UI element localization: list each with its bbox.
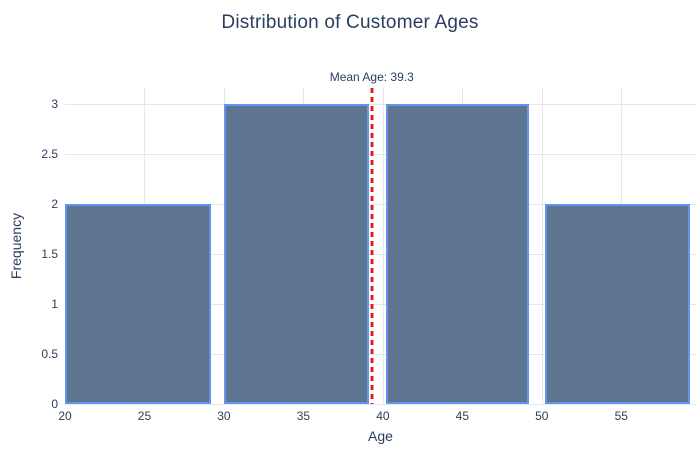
y-tick-label: 1 [51, 297, 58, 311]
x-tick-label: 55 [614, 409, 628, 423]
y-tick-label: 2.5 [41, 147, 58, 161]
histogram-bar [223, 104, 369, 404]
y-tick-label: 0.5 [41, 347, 58, 361]
h-gridline [65, 254, 696, 255]
x-tick-label: 50 [535, 409, 549, 423]
y-tick-label: 2 [51, 197, 58, 211]
h-gridline [65, 104, 696, 105]
x-tick-label: 40 [376, 409, 390, 423]
h-gridline [65, 154, 696, 155]
x-tick-label: 35 [296, 409, 311, 423]
v-gridline [541, 88, 543, 404]
histogram-bar [386, 104, 530, 404]
chart-title: Distribution of Customer Ages [221, 12, 479, 33]
x-axis-title: Age [368, 428, 393, 444]
h-gridline [65, 204, 696, 205]
x-tick-label: 30 [217, 409, 231, 423]
h-gridline [65, 304, 696, 305]
v-gridline [382, 88, 384, 404]
mean-annotation: Mean Age: 39.3 [329, 70, 414, 84]
x-tick-label: 45 [455, 409, 470, 423]
y-tick-label: 1.5 [41, 247, 58, 261]
y-tick-label: 3 [51, 97, 58, 111]
y-tick-label: 0 [51, 397, 58, 411]
plot-area: 0 0.5 1 1.5 2 2.5 3 20 25 30 35 40 45 50 55 Mean Age: 3… [41, 70, 696, 423]
x-tick-label: 20 [58, 409, 72, 423]
histogram-bar [65, 204, 212, 404]
x-tick-label: 25 [137, 409, 152, 423]
y-axis-title: Frequency [8, 212, 24, 280]
histogram-bar [545, 204, 690, 404]
h-gridline [65, 354, 696, 355]
mean-line [370, 88, 374, 404]
